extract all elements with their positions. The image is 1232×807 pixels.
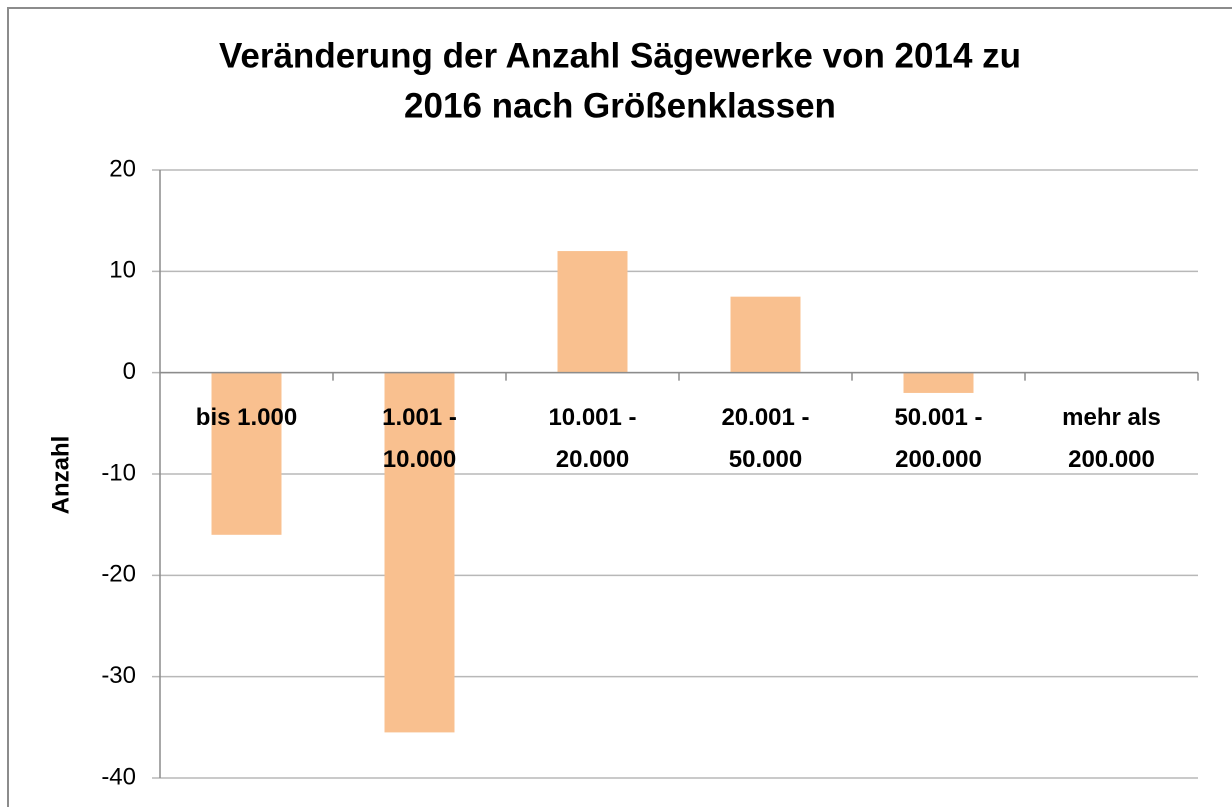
y-tick-label: 10 <box>109 257 136 284</box>
x-tick-label: 50.000 <box>729 446 802 473</box>
chart-title: 2016 nach Größenklassen <box>404 86 836 125</box>
y-axis-label: Anzahl <box>47 436 74 515</box>
x-tick-label: bis 1.000 <box>196 404 297 431</box>
chart-title: Veränderung der Anzahl Sägewerke von 201… <box>219 36 1021 75</box>
x-tick-label: 10.000 <box>383 446 456 473</box>
y-tick-label: -40 <box>101 763 136 790</box>
x-tick-label: 50.001 - <box>894 404 982 431</box>
y-tick-label: 20 <box>109 155 136 182</box>
y-tick-label: -20 <box>101 561 136 588</box>
bar <box>211 372 282 535</box>
x-tick-label: 200.000 <box>1068 446 1155 473</box>
x-tick-label: 200.000 <box>895 446 982 473</box>
x-tick-label: mehr als <box>1062 404 1161 431</box>
x-tick-label: 20.000 <box>556 446 629 473</box>
y-tick-label: -30 <box>101 662 136 689</box>
x-tick-label: 1.001 - <box>382 404 457 431</box>
y-tick-label: -10 <box>101 459 136 486</box>
y-tick-label: 0 <box>123 358 136 385</box>
x-tick-label: 10.001 - <box>548 404 636 431</box>
bar <box>384 372 455 733</box>
bar <box>903 372 974 393</box>
bar <box>730 296 801 373</box>
bar <box>557 251 628 373</box>
x-tick-label: 20.001 - <box>721 404 809 431</box>
